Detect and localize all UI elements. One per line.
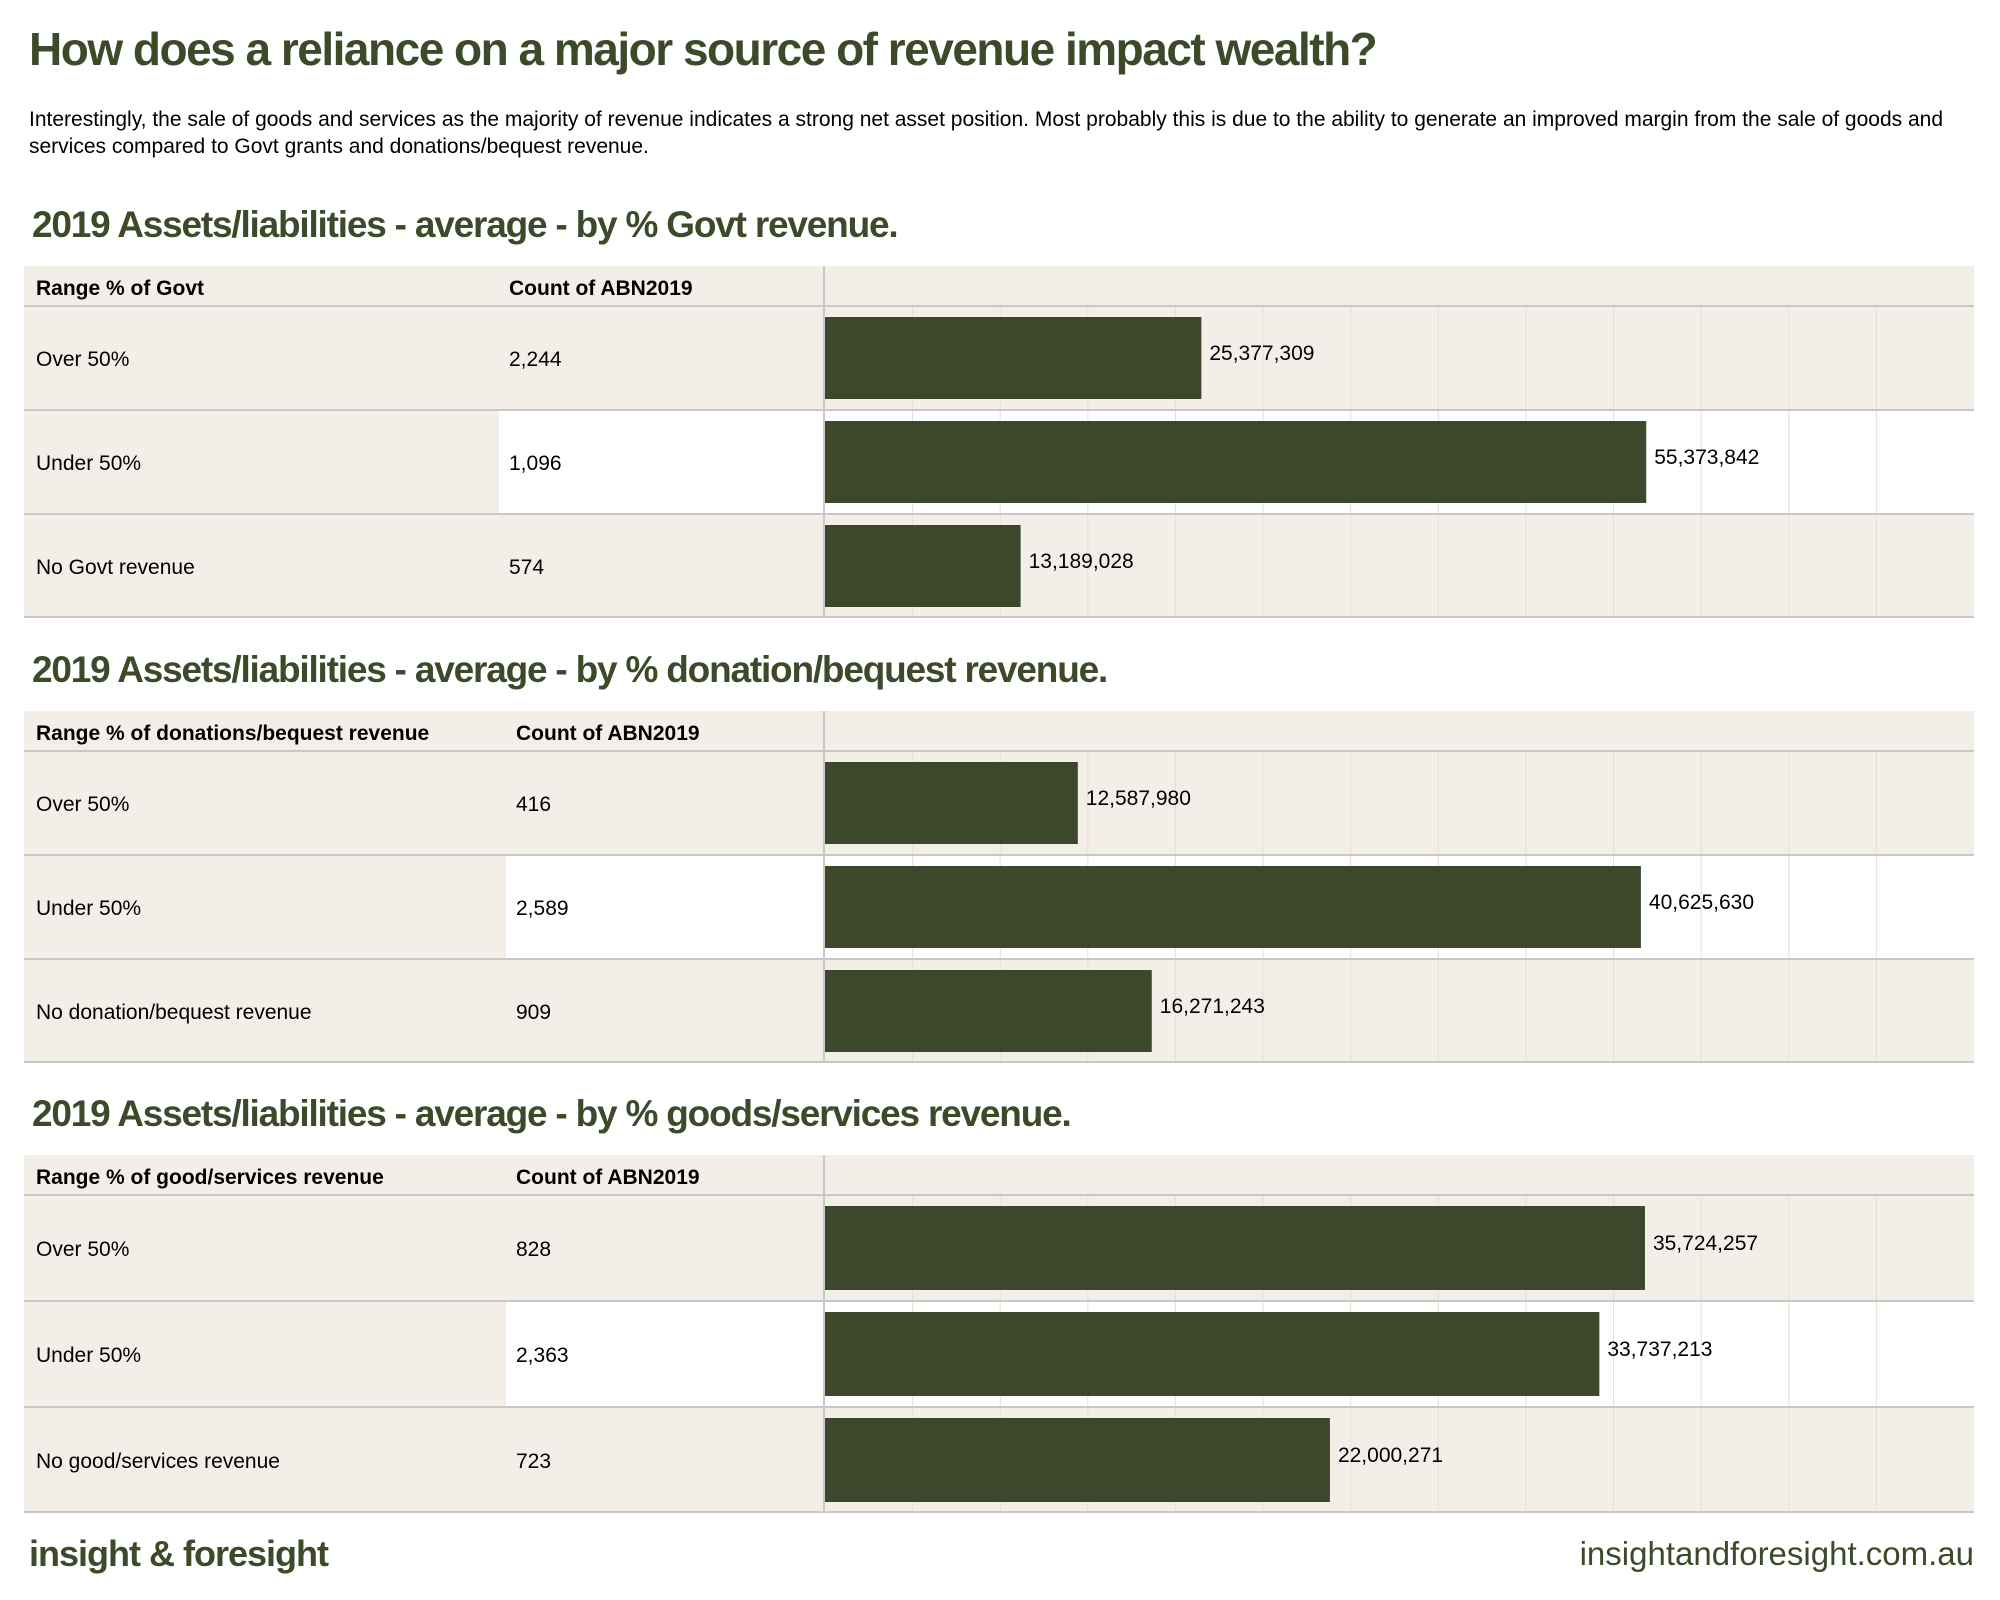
column-header-count: Count of ABN2019 <box>509 277 693 300</box>
category-label: No good/services revenue <box>36 1450 280 1473</box>
page-title: How does a reliance on a major source of… <box>29 23 1378 75</box>
govt-revenue-chart: Range % of Govt Count of ABN2019 Over 50% 2… <box>24 266 1974 618</box>
category-label: Over 50% <box>36 348 129 371</box>
column-header-range: Range % of Govt <box>36 277 204 300</box>
bar <box>825 421 1647 503</box>
bar <box>825 1418 1330 1502</box>
count-label: 2,589 <box>516 897 569 920</box>
column-header-count: Count of ABN2019 <box>516 1166 700 1189</box>
donation-revenue-chart: Range % of donations/bequest revenue Coun… <box>24 711 1974 1063</box>
section-title-goods: 2019 Assets/liabilities - average - by %… <box>32 1093 1072 1134</box>
bar-value-label: 16,271,243 <box>1160 995 1265 1018</box>
count-cell-highlight <box>506 1301 825 1407</box>
count-cell-highlight <box>506 855 825 959</box>
column-header-range: Range % of donations/bequest revenue <box>36 722 429 745</box>
count-cell-highlight <box>499 410 825 514</box>
bar-value-label: 12,587,980 <box>1086 787 1191 810</box>
column-header-range: Range % of good/services revenue <box>36 1166 384 1189</box>
bar <box>825 762 1078 844</box>
footer-url[interactable]: insightandforesight.com.au <box>1579 1535 1974 1572</box>
bar-value-label: 40,625,630 <box>1649 891 1754 914</box>
count-label: 1,096 <box>509 452 562 475</box>
bar <box>825 970 1152 1052</box>
bar <box>825 1312 1600 1396</box>
category-label: Under 50% <box>36 1344 141 1367</box>
footer-brand: insight & foresight <box>29 1533 329 1574</box>
bar <box>825 525 1021 607</box>
category-label: No Govt revenue <box>36 556 195 579</box>
goods-revenue-chart: Range % of good/services revenue Count of… <box>24 1155 1974 1513</box>
bar-value-label: 13,189,028 <box>1029 550 1134 573</box>
count-label: 723 <box>516 1450 551 1473</box>
count-label: 2,363 <box>516 1344 569 1367</box>
bar-value-label: 35,724,257 <box>1653 1232 1758 1255</box>
bar-value-label: 55,373,842 <box>1654 446 1759 469</box>
intro-text: Interestingly, the sale of goods and ser… <box>29 108 1944 158</box>
count-label: 416 <box>516 793 551 816</box>
count-label: 828 <box>516 1238 551 1261</box>
bar <box>825 1206 1645 1290</box>
category-label: Over 50% <box>36 1238 129 1261</box>
count-label: 909 <box>516 1001 551 1024</box>
category-label: No donation/bequest revenue <box>36 1001 312 1024</box>
count-label: 574 <box>509 556 544 579</box>
bar-value-label: 25,377,309 <box>1209 342 1314 365</box>
bar <box>825 317 1202 399</box>
category-label: Over 50% <box>36 793 129 816</box>
count-label: 2,244 <box>509 348 562 371</box>
category-label: Under 50% <box>36 452 141 475</box>
section-title-govt: 2019 Assets/liabilities - average - by %… <box>32 204 899 245</box>
column-header-count: Count of ABN2019 <box>516 722 700 745</box>
section-title-donation: 2019 Assets/liabilities - average - by %… <box>32 649 1108 690</box>
bar <box>825 866 1641 948</box>
category-label: Under 50% <box>36 897 141 920</box>
bar-value-label: 33,737,213 <box>1607 1338 1712 1361</box>
bar-value-label: 22,000,271 <box>1338 1444 1443 1467</box>
